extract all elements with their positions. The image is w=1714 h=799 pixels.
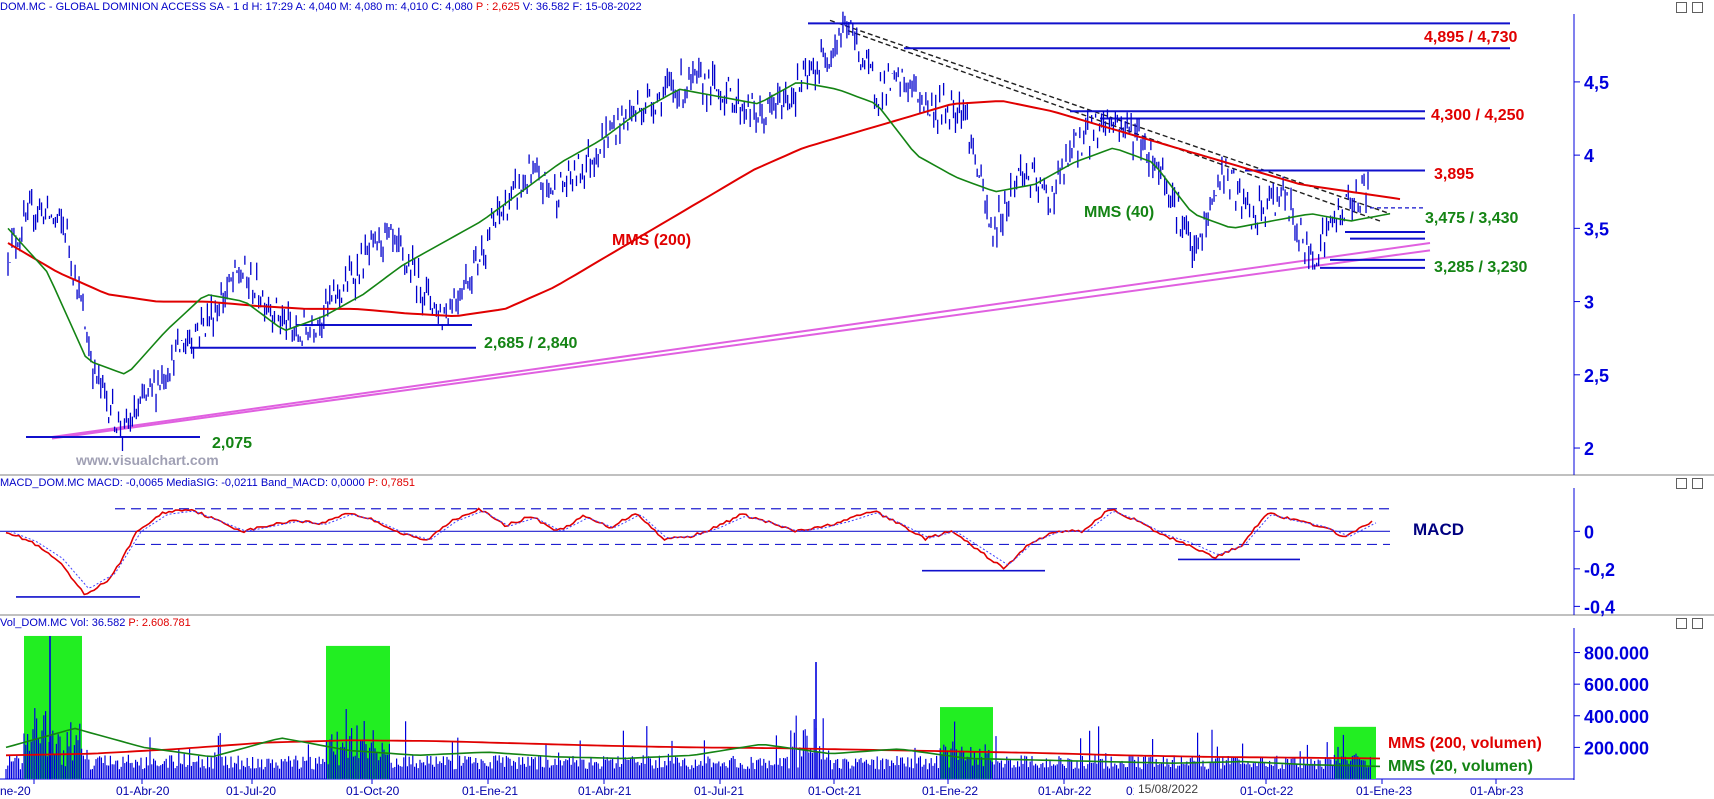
macd-panel-header: MACD_DOM.MC MACD: -0,0065 MediaSIG: -0,0… — [0, 476, 415, 490]
volume-header-p: P: 2.608.781 — [128, 617, 191, 629]
date-marker: 15/08/2022 — [1138, 782, 1198, 796]
x-tick-label: 01-Ene-22 — [922, 784, 978, 798]
x-tick-label: 01-Oct-21 — [808, 784, 862, 798]
x-tick-label: 01-Abr-20 — [116, 784, 170, 798]
price-panel: 4,5 4 3,5 3 2,5 2 — [7, 11, 1609, 459]
x-tick-label: 01-Jul-21 — [694, 784, 744, 798]
volume-ytick-label: 400.000 — [1584, 707, 1649, 727]
macd-signal-line — [9, 510, 1377, 589]
rising-trendline — [51, 249, 1431, 440]
mms200-line — [7, 100, 1401, 318]
volume-ytick-label: 600.000 — [1584, 675, 1649, 695]
volume-panel-header: Vol_DOM.MC Vol: 36.582 P: 2.608.781 — [0, 616, 191, 630]
header-stats: H: 17:29 A: 4,040 M: 4,080 m: 4,010 C: 4… — [251, 1, 473, 13]
price-ytick-label: 2 — [1584, 439, 1594, 459]
volume-restore-button[interactable] — [1676, 618, 1687, 629]
mms200-label: MMS (200) — [612, 232, 691, 249]
x-tick-label: 01-Abr-22 — [1038, 784, 1092, 798]
x-tick-label: 01-Abr-23 — [1470, 784, 1524, 798]
price-ytick-label: 4,5 — [1584, 73, 1609, 93]
date-marker-box — [1134, 780, 1226, 796]
x-tick-label: 01-Ene-21 — [462, 784, 518, 798]
volume-header-text: Vol_DOM.MC Vol: 36.582 — [0, 617, 126, 629]
volume-highlight — [940, 707, 993, 779]
macd-header-text: MACD_DOM.MC MACD: -0,0065 MediaSIG: -0,0… — [0, 477, 365, 489]
x-axis: ne-20 01-Abr-20 01-Jul-20 01-Oct-20 01-Ene-2… — [0, 779, 1524, 798]
price-ytick-label: 3 — [1584, 293, 1594, 313]
resistance-label-3: 3,895 — [1434, 166, 1474, 183]
volume-panel: 800.000 600.000 400.000 200.000 — [5, 635, 1649, 779]
falling-trendline — [829, 19, 1391, 215]
header-ticker: DOM.MC - GLOBAL DOMINION ACCESS SA - 1 d — [0, 1, 249, 13]
resistance-label-1: 4,895 / 4,730 — [1424, 29, 1518, 46]
x-tick-label: ne-20 — [0, 784, 31, 798]
macd-label: MACD — [1413, 520, 1464, 539]
header-p: P : 2,625 — [475, 1, 520, 13]
support-label-2: 3,285 / 3,230 — [1434, 259, 1528, 276]
support-label-1: 3,475 / 3,430 — [1425, 210, 1519, 227]
support-label-4: 2,075 — [212, 435, 252, 452]
watermark: www.visualchart.com — [75, 452, 219, 468]
volume-mms20-label: MMS (20, volumen) — [1388, 758, 1533, 775]
x-tick-label: 01-Jul-20 — [226, 784, 276, 798]
mms40-line — [7, 82, 1391, 375]
macd-restore-button[interactable] — [1676, 478, 1687, 489]
mms40-label: MMS (40) — [1084, 204, 1154, 221]
macd-panel: 0 -0,2 -0,4 — [0, 507, 1615, 617]
macd-line — [5, 507, 1373, 596]
price-restore-button[interactable] — [1676, 2, 1687, 13]
price-close-button[interactable] — [1692, 2, 1703, 13]
volume-mms20-line — [5, 727, 1381, 768]
volume-mms200-line — [5, 739, 1381, 760]
price-panel-header: DOM.MC - GLOBAL DOMINION ACCESS SA - 1 d… — [0, 0, 642, 14]
x-tick-label: 01-Ene-23 — [1356, 784, 1412, 798]
resistance-label-2: 4,300 / 4,250 — [1431, 107, 1525, 124]
volume-ytick-label: 800.000 — [1584, 644, 1649, 664]
volume-close-button[interactable] — [1692, 618, 1703, 629]
x-tick-label: 01-Oct-22 — [1240, 784, 1294, 798]
x-tick-label: 01-Oct-20 — [346, 784, 400, 798]
price-ytick-label: 4 — [1584, 146, 1594, 166]
macd-ytick-label: -0,2 — [1584, 560, 1615, 580]
macd-ytick-label: -0,4 — [1584, 597, 1615, 617]
macd-ytick-label: 0 — [1584, 522, 1594, 542]
price-ytick-label: 2,5 — [1584, 366, 1609, 386]
macd-header-p: P: 0,7851 — [367, 477, 415, 489]
price-ytick-label: 3,5 — [1584, 219, 1609, 239]
x-tick-label: 01-Abr-21 — [578, 784, 632, 798]
support-label-3: 2,685 / 2,840 — [484, 335, 578, 352]
macd-close-button[interactable] — [1692, 478, 1703, 489]
rising-trendline-2 — [51, 242, 1431, 439]
volume-mms200-label: MMS (200, volumen) — [1388, 735, 1542, 752]
header-vol: V: 36.582 F: 15-08-2022 — [522, 1, 642, 13]
volume-ytick-label: 200.000 — [1584, 738, 1649, 758]
